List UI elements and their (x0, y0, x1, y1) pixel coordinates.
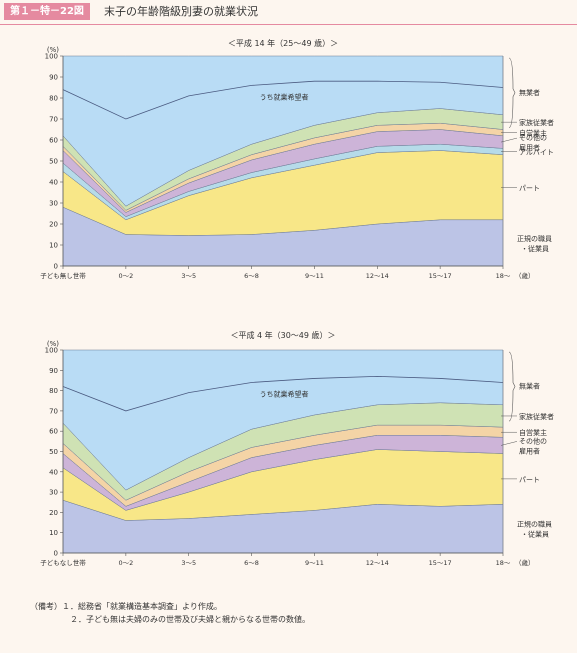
y-tick-label: 80 (49, 95, 58, 103)
line-label-job-seekers: うち就業希望者 (260, 92, 309, 101)
figure-title: 末子の年齢階級別妻の就業状況 (104, 5, 258, 18)
legend-label-series-2: アルバイト (519, 149, 554, 157)
legend-label-regular-1: 正規の職員 (517, 520, 552, 529)
y-axis-unit: (%) (47, 46, 59, 54)
x-tick-label: 12～14 (366, 559, 389, 567)
chart-title: ＜平成 4 年（30～49 歳）＞ (230, 330, 335, 340)
legend-leader (500, 137, 518, 143)
x-tick-label: 9～11 (305, 272, 324, 280)
x-tick-label: 18～ (496, 272, 511, 280)
legend-leader (500, 441, 518, 446)
brace-unemployed (508, 57, 516, 128)
y-tick-label: 70 (49, 116, 58, 124)
legend-label-other-1: その他の (519, 436, 547, 445)
y-tick-label: 10 (49, 529, 58, 537)
x-tick-label: 3～5 (181, 272, 196, 280)
y-tick-label: 50 (49, 448, 58, 456)
legend-label-series-4: 家族従業者 (519, 412, 554, 421)
y-tick-label: 30 (49, 489, 58, 497)
x-tick-label: 6～8 (244, 272, 259, 280)
x-tick-label: 0～2 (118, 272, 133, 280)
x-tick-label: 6～8 (244, 559, 259, 567)
legend-label-series-3: 自営業主 (519, 428, 547, 437)
x-tick-label: 15～17 (429, 272, 452, 280)
y-tick-label: 60 (49, 428, 58, 436)
y-tick-label: 10 (49, 242, 58, 250)
x-tick-label: 9～11 (305, 559, 324, 567)
y-axis-unit: (%) (47, 340, 59, 348)
x-tick-label: 3～5 (181, 559, 196, 567)
legend-label-unemployed: 無業者 (519, 88, 540, 97)
y-tick-label: 90 (49, 74, 58, 82)
y-tick-label: 20 (49, 221, 58, 229)
note-2-text: ２．子ども無は夫婦のみの世帯及び夫婦と親からなる世帯の数値。 (70, 615, 310, 624)
legend-label-other-1: その他の (519, 133, 547, 142)
note-line-1: （備考）１．総務省「就業構造基本調査」より作成。 (30, 600, 310, 613)
brace-unemployed (508, 351, 516, 422)
x-tick-label: 12～14 (366, 272, 389, 280)
y-tick-label: 0 (54, 550, 58, 558)
legend-label-series-1: パート (519, 476, 540, 484)
notes: （備考）１．総務省「就業構造基本調査」より作成。 ２．子ども無は夫婦のみの世帯及… (30, 600, 310, 626)
chart-title: ＜平成 14 年（25～49 歳）＞ (228, 38, 338, 48)
y-tick-label: 100 (45, 53, 58, 61)
legend-label-series-4: 自営業主 (519, 129, 547, 138)
legend-label-regular-2: ・従業員 (521, 530, 549, 539)
legend-label-other-2: 雇用者 (519, 446, 540, 455)
legend-label-regular-1: 正規の職員 (517, 234, 552, 243)
line-job-seekers (62, 375, 504, 412)
y-tick-label: 80 (49, 387, 58, 395)
x-tick-label: 15～17 (429, 559, 452, 567)
y-tick-label: 20 (49, 509, 58, 517)
legend-label-series-1: パート (519, 184, 540, 192)
x-tick-label: 0～2 (118, 559, 133, 567)
notes-label: （備考） (30, 602, 62, 611)
note-line-2: ２．子ども無は夫婦のみの世帯及び夫婦と親からなる世帯の数値。 (30, 613, 310, 626)
y-tick-label: 60 (49, 137, 58, 145)
y-tick-label: 100 (45, 347, 58, 355)
y-tick-label: 0 (54, 263, 58, 271)
y-tick-label: 40 (49, 468, 58, 476)
y-tick-label: 30 (49, 200, 58, 208)
y-tick-label: 50 (49, 158, 58, 166)
x-tick-label: 子どもなし世帯 (40, 558, 86, 567)
figure-header: 第１－特－22図 末子の年齢階級別妻の就業状況 (0, 0, 577, 25)
header-divider (0, 24, 577, 25)
legend-label-unemployed: 無業者 (519, 382, 540, 391)
y-tick-label: 90 (49, 367, 58, 375)
figure-number-badge: 第１－特－22図 (4, 3, 90, 20)
y-tick-label: 70 (49, 407, 58, 415)
y-tick-label: 40 (49, 179, 58, 187)
note-1-text: １．総務省「就業構造基本調査」より作成。 (62, 602, 222, 611)
x-axis-unit: （歳） (515, 271, 535, 280)
legend-label-regular-2: ・従業員 (521, 244, 549, 253)
legend-label-other-2: 雇用者 (519, 143, 540, 152)
legend-label-series-5: 家族従業者 (519, 118, 554, 127)
x-tick-label: 子ども無し世帯 (40, 271, 86, 280)
line-label-job-seekers: うち就業希望者 (260, 389, 309, 398)
x-axis-unit: （歳） (515, 558, 535, 567)
x-tick-label: 18～ (496, 559, 511, 567)
line-job-seekers (62, 80, 504, 120)
